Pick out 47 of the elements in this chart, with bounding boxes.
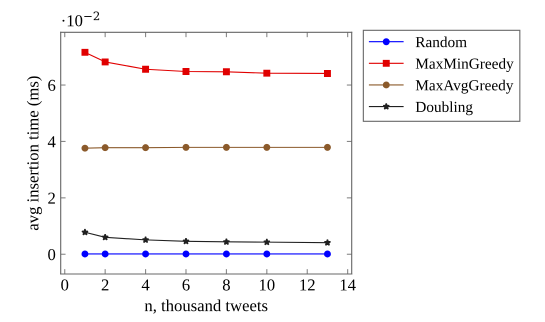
point [102,144,109,152]
point [324,70,331,77]
point [81,250,88,258]
y-tick-label: 0 [48,248,56,260]
legend-label: Doubling [416,101,473,116]
x-axis-title: n, thousand tweets [144,300,268,314]
x-tick-label: 12 [300,279,315,290]
point [142,66,150,73]
point [81,144,88,152]
x-tick-label: 14 [340,279,356,290]
text: ·10$^{−2}$ [62,12,100,26]
point [182,144,190,151]
point [263,238,270,246]
point [182,250,190,258]
x-tick-label: 2 [102,279,108,290]
point [222,68,230,76]
point [263,250,270,258]
point [324,250,331,258]
point [324,238,332,246]
point [102,250,109,258]
point [324,144,331,151]
x-tick-label: 0 [61,279,68,291]
point [102,58,109,66]
point [142,144,150,152]
x-tick-label: 8 [222,279,230,291]
x-tick-label: 6 [182,279,190,291]
x-tick-label: 4 [142,279,150,290]
y-tick-label: 6 [48,80,56,91]
point [222,238,230,246]
legend-label: MaxAvgGreedy [416,80,514,94]
x-tick-label: 10 [260,279,275,291]
point [142,236,150,244]
point [222,144,230,151]
point [263,144,270,151]
y-tick-label: 4 [48,136,56,148]
point [81,228,89,236]
legend-label: Random [416,36,467,48]
point [222,250,230,258]
point [182,68,190,75]
y-axis-title: avg insertion time (ms) [26,76,42,230]
y-tick-label: 2 [48,192,55,204]
legend-label: MaxMinGreedy [416,58,514,72]
point [101,234,109,241]
point [142,250,150,258]
point [182,237,190,245]
point [263,70,270,77]
point [81,48,88,56]
